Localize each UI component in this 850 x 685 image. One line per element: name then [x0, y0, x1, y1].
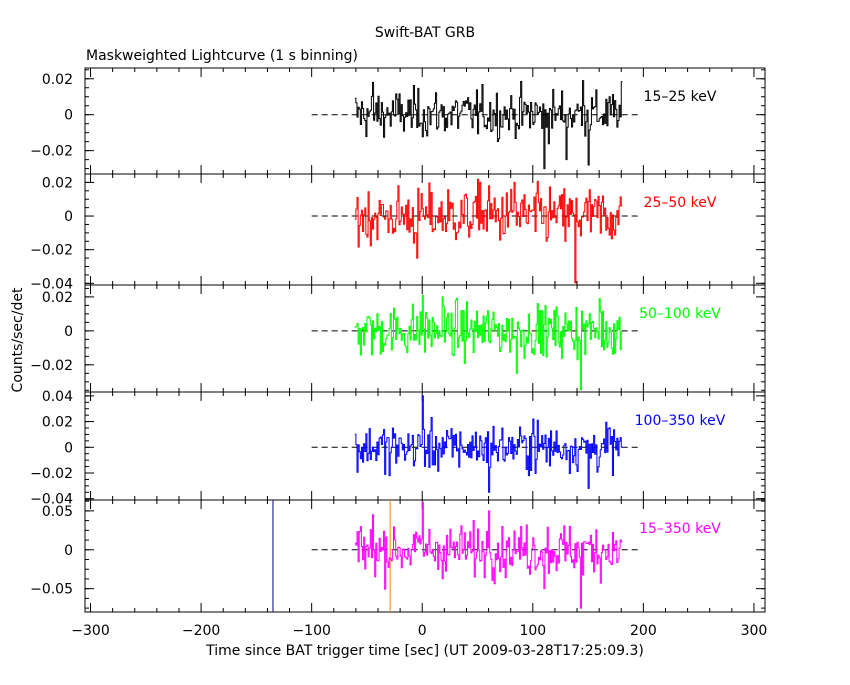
panel-4: −0.04 −0.02 0 0.02 0.04 100–350 keV — [30, 389, 766, 508]
band-label: 15–350 keV — [639, 521, 721, 537]
band-label: 25–50 keV — [644, 195, 717, 211]
y-axis-label: Counts/sec/det — [10, 287, 26, 392]
x-tick-label: −100 — [292, 623, 330, 639]
x-tick-label: 0 — [418, 623, 427, 639]
panel-frame — [84, 284, 766, 393]
y-tick-label: −0.02 — [30, 243, 73, 259]
chart-subtitle: Maskweighted Lightcurve (1 s binning) — [86, 48, 358, 64]
lightcurve-series — [354, 178, 623, 284]
y-tick-label: 0.04 — [42, 389, 73, 405]
panel-5: −0.05 0 0.05 15–350 keV — [30, 499, 766, 613]
panel-2: −0.04 −0.02 0 0.02 25–50 keV — [30, 173, 766, 292]
y-tick-label: −0.04 — [30, 492, 73, 508]
lightcurve-series — [354, 294, 623, 391]
y-tick-label: −0.02 — [30, 144, 73, 160]
y-tick-label: 0.05 — [42, 504, 73, 520]
panel-1: −0.02 0 0.02 15–25 keV — [30, 67, 766, 175]
y-tick-label: 0.02 — [42, 290, 73, 306]
band-label: 50–100 keV — [639, 306, 721, 322]
panel-frame — [84, 67, 766, 175]
panel-frame — [84, 499, 766, 613]
x-tick-label: 200 — [630, 623, 657, 639]
x-axis-label: Time since BAT trigger time [sec] (UT 20… — [205, 643, 644, 659]
y-tick-label: 0 — [64, 543, 73, 559]
panel-3: −0.02 0 0.02 50–100 keV — [30, 284, 766, 393]
x-tick-label: 300 — [741, 623, 768, 639]
y-tick-label: 0.02 — [42, 72, 73, 88]
x-tick-label: 100 — [519, 623, 546, 639]
y-tick-label: −0.05 — [30, 582, 73, 598]
y-tick-label: 0.02 — [42, 415, 73, 431]
y-tick-label: 0 — [64, 108, 73, 124]
panels-group: −0.02 0 0.02 15–25 keV −0.04 −0.02 0 0.02 25–50 … — [30, 67, 768, 639]
y-tick-label: 0 — [64, 209, 73, 225]
lightcurve-series — [354, 395, 623, 493]
x-tick-label: −300 — [71, 623, 109, 639]
y-tick-label: 0 — [64, 440, 73, 456]
y-tick-label: 0 — [64, 324, 73, 340]
y-tick-label: −0.02 — [30, 466, 73, 482]
lightcurve-series — [354, 501, 623, 609]
x-tick-label: −200 — [182, 623, 220, 639]
y-tick-label: −0.02 — [30, 358, 73, 374]
band-label: 100–350 keV — [635, 413, 726, 429]
chart-title: Swift-BAT GRB — [375, 25, 475, 41]
panel-frame — [84, 173, 766, 286]
y-tick-label: −0.04 — [30, 276, 73, 292]
lightcurve-series — [354, 80, 623, 170]
panel-frame — [84, 391, 766, 501]
y-tick-label: 0.02 — [42, 175, 73, 191]
band-label: 15–25 keV — [644, 89, 717, 105]
